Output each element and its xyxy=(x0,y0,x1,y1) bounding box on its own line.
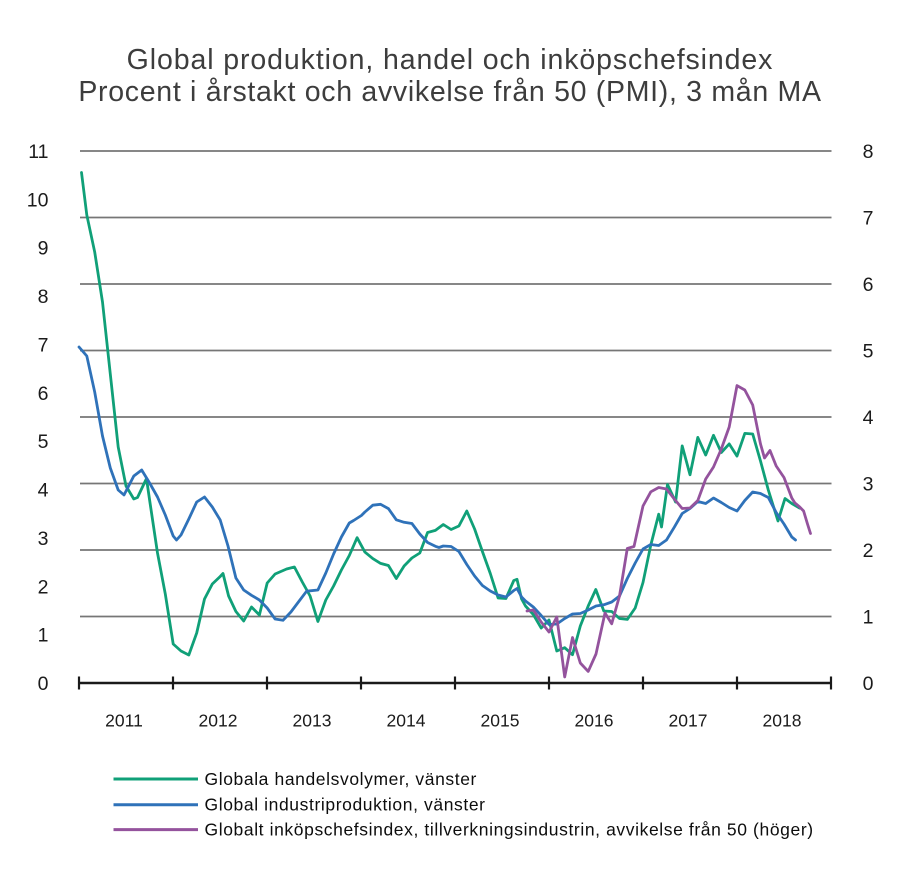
svg-text:Global produktion, handel och: Global produktion, handel och inköpschef… xyxy=(127,44,774,76)
svg-text:2015: 2015 xyxy=(481,711,520,731)
svg-text:5: 5 xyxy=(38,431,49,453)
svg-text:Procent i årstakt och avvikels: Procent i årstakt och avvikelse från 50 … xyxy=(78,76,821,108)
svg-text:7: 7 xyxy=(863,208,874,230)
svg-text:3: 3 xyxy=(863,474,874,496)
svg-text:4: 4 xyxy=(863,407,874,429)
svg-text:8: 8 xyxy=(38,286,49,308)
svg-text:6: 6 xyxy=(38,383,49,405)
svg-text:5: 5 xyxy=(863,341,874,363)
svg-text:1: 1 xyxy=(863,607,874,629)
svg-text:10: 10 xyxy=(27,189,49,211)
svg-text:7: 7 xyxy=(38,335,49,357)
svg-text:2: 2 xyxy=(863,540,874,562)
svg-text:9: 9 xyxy=(38,238,49,260)
svg-text:2016: 2016 xyxy=(575,711,614,731)
svg-text:0: 0 xyxy=(863,673,874,695)
svg-text:2012: 2012 xyxy=(199,711,238,731)
svg-text:Globala handelsvolymer, vänste: Globala handelsvolymer, vänster xyxy=(205,769,478,789)
svg-text:Global industriproduktion, vän: Global industriproduktion, vänster xyxy=(205,795,486,815)
svg-text:8: 8 xyxy=(863,141,874,163)
svg-text:3: 3 xyxy=(38,528,49,550)
svg-text:2: 2 xyxy=(38,576,49,598)
svg-text:6: 6 xyxy=(863,274,874,296)
svg-text:2017: 2017 xyxy=(669,711,708,731)
svg-text:2013: 2013 xyxy=(293,711,332,731)
svg-text:0: 0 xyxy=(38,673,49,695)
svg-text:4: 4 xyxy=(38,480,49,502)
svg-text:1: 1 xyxy=(38,625,49,647)
svg-text:2014: 2014 xyxy=(387,711,426,731)
svg-text:11: 11 xyxy=(28,141,48,163)
svg-text:Globalt inköpschefsindex, till: Globalt inköpschefsindex, tillverkningsi… xyxy=(205,820,814,840)
svg-text:2018: 2018 xyxy=(763,711,802,731)
svg-text:2011: 2011 xyxy=(105,711,143,731)
